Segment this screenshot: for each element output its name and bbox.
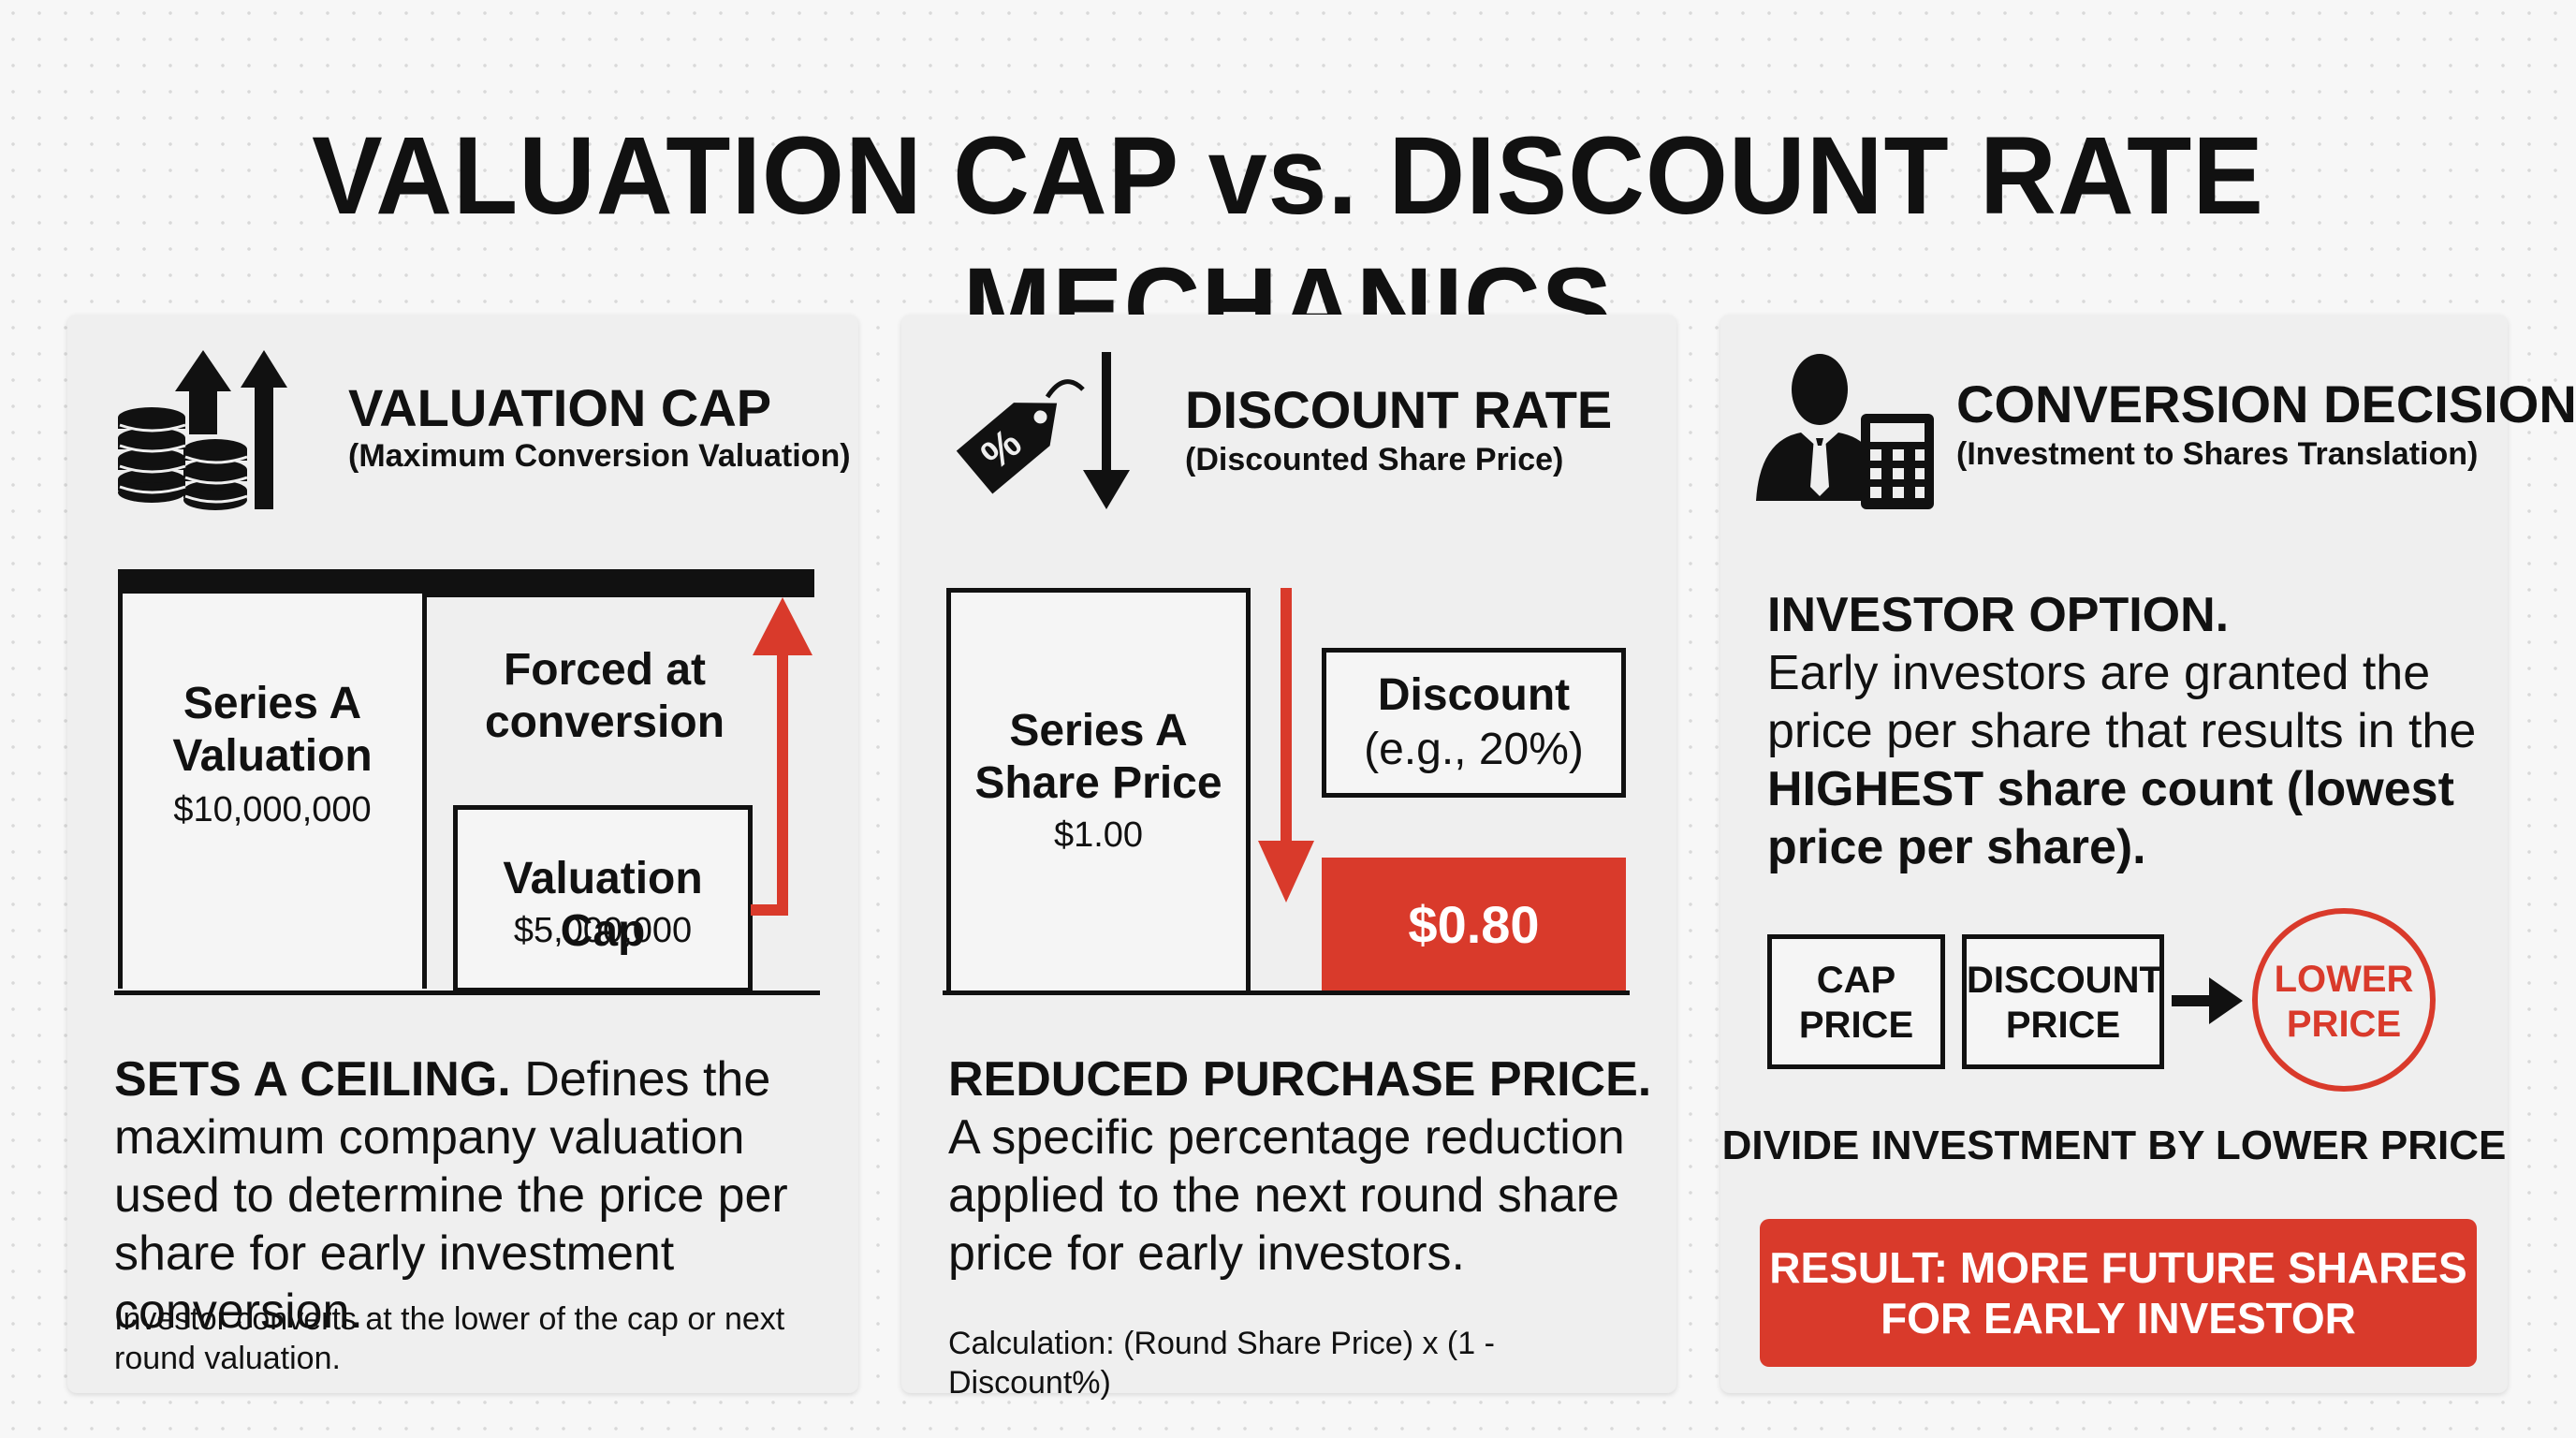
divide-investment-text: DIVIDE INVESTMENT BY LOWER PRICE xyxy=(1721,1123,2507,1168)
arrow-right-icon xyxy=(2172,977,2243,1024)
investor-option-bold: INVESTOR OPTION. xyxy=(1767,588,2230,642)
valuation-cap-desc-bold: SETS A CEILING. xyxy=(114,1052,511,1107)
discount-price-label: DISCOUNT PRICE xyxy=(1967,960,2162,1046)
baseline xyxy=(943,990,1630,995)
discount-rate-subtitle: (Discounted Share Price) xyxy=(1185,442,1564,477)
discount-label: Discount xyxy=(1377,670,1571,720)
result-banner: RESULT: MORE FUTURE SHARES FOR EARLY INV… xyxy=(1760,1219,2477,1367)
investor-calculator-icon xyxy=(1756,354,1934,509)
valuation-cap-note: Investor converts at the lower of the ca… xyxy=(114,1301,785,1376)
discount-box: Discount (e.g., 20%) xyxy=(1322,648,1626,798)
series-a-share-price-value: $1.00 xyxy=(1053,815,1144,855)
baseline xyxy=(114,990,820,995)
series-a-valuation-value: $10,000,000 xyxy=(173,790,372,829)
valuation-cap-label: Valuation Cap xyxy=(503,854,703,956)
discount-rate-desc-bold: REDUCED PURCHASE PRICE. xyxy=(948,1052,1652,1107)
discount-rate-panel: % DISCOUNT RATE (Discounted Share Price)… xyxy=(901,315,1676,1401)
valuation-cap-desc-text: Defines the maximum company valuation us… xyxy=(114,1052,788,1339)
price-tag-percent-icon: % xyxy=(956,352,1130,509)
valuation-cap-subtitle: (Maximum Conversion Valuation) xyxy=(348,438,851,474)
discount-value: (e.g., 20%) xyxy=(1364,725,1584,774)
forced-at-conversion-label: Forced at conversion xyxy=(484,645,725,747)
lower-price-circle: LOWER PRICE xyxy=(2252,908,2436,1092)
cap-price-label: CAP PRICE xyxy=(1798,960,1914,1046)
valuation-cap-panel: VALUATION CAP (Maximum Conversion Valuat… xyxy=(67,315,858,1393)
page-title: VALUATION CAP vs. DISCOUNT RATE MECHANIC… xyxy=(312,114,2264,369)
valuation-cap-title: VALUATION CAP xyxy=(348,378,772,437)
discount-rate-note: Calculation: (Round Share Price) x (1 - … xyxy=(948,1326,1495,1401)
conversion-decision-title: CONVERSION DECISION xyxy=(1956,374,2576,433)
series-a-valuation-label: Series A Valuation xyxy=(172,679,373,781)
investor-option-emphasis: HIGHEST share count (lowest price per sh… xyxy=(1767,762,2454,874)
conversion-decision-subtitle: (Investment to Shares Translation) xyxy=(1956,436,2479,472)
discount-price-box: DISCOUNT PRICE xyxy=(1962,934,2164,1069)
arrow-up-icon xyxy=(751,597,812,916)
discount-rate-title: DISCOUNT RATE xyxy=(1185,380,1613,439)
ceiling-bar xyxy=(118,569,814,597)
discount-rate-desc-text: A specific percentage reduction applied … xyxy=(948,1110,1625,1281)
discounted-price-box: $0.80 xyxy=(1322,858,1626,992)
coins-arrows-up-icon xyxy=(118,350,287,510)
arrow-down-icon xyxy=(1258,588,1314,902)
discount-rate-description: REDUCED PURCHASE PRICE. A specific percen… xyxy=(948,1050,1660,1283)
investor-option-text: INVESTOR OPTION. Early investors are gran… xyxy=(1767,586,2497,876)
divider xyxy=(422,594,427,989)
cap-price-box: CAP PRICE xyxy=(1767,934,1945,1069)
series-a-share-price-label: Series A Share Price xyxy=(974,706,1222,808)
valuation-cap-description: SETS A CEILING. Defines the maximum comp… xyxy=(114,1050,835,1341)
valuation-cap-value: $5,000,000 xyxy=(513,911,693,950)
series-a-share-price-box: Series A Share Price $1.00 xyxy=(946,588,1251,992)
investor-option-body: Early investors are granted the price pe… xyxy=(1767,646,2477,758)
series-a-valuation-box: Series A Valuation $10,000,000 xyxy=(118,594,427,989)
valuation-cap-box: Valuation Cap $5,000,000 xyxy=(453,805,753,992)
conversion-decision-panel: CONVERSION DECISION (Investment to Share… xyxy=(1720,315,2576,1393)
